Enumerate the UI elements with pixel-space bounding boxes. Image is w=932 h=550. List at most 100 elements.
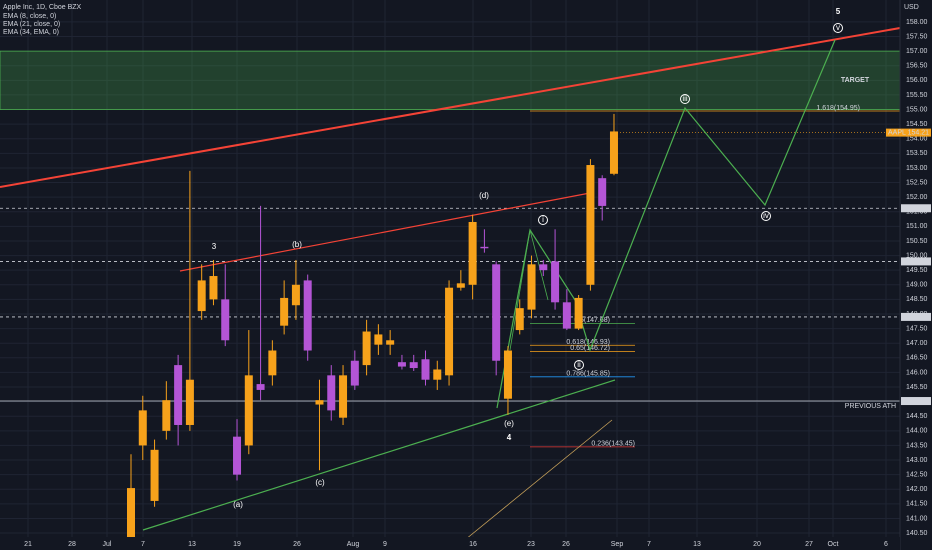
candle-body [492,264,501,361]
wave-label: i [542,215,544,224]
x-tick-label: Aug [347,541,360,548]
price-tag-label: 145.02 [903,398,925,405]
lower-trendline [142,379,616,531]
candle-body [315,400,324,405]
wave-label: 4 [507,433,512,442]
wave-label: iv [763,211,769,220]
candle-body [539,264,548,271]
candle-body [291,284,300,306]
candle-body [386,340,395,345]
y-tick-label: 145.50 [906,384,928,391]
price-tag [901,257,931,266]
y-tick-label: 150.00 [906,252,928,259]
candle-body [209,276,218,300]
x-tick-label: 26 [293,541,301,548]
candle-body [609,131,618,174]
wave-label: ii [577,360,581,369]
y-tick-label: 146.50 [906,355,928,362]
y-tick-label: 143.00 [906,457,928,464]
price-axis [900,0,932,550]
x-tick-label: 26 [562,541,570,548]
y-tick-label: 155.00 [906,106,928,113]
y-tick-label: 150.50 [906,238,928,245]
wave-label: (b) [292,240,302,249]
x-tick-label: 16 [469,541,477,548]
y-tick-label: 147.50 [906,325,928,332]
fib-label: 1.618(154.95) [816,105,860,112]
candle-body [221,299,230,341]
candle-body [574,297,583,329]
candle-body [350,360,359,386]
x-tick-label: 19 [233,541,241,548]
grid [0,0,900,537]
candle-body [162,400,171,431]
wave-circle [680,94,690,104]
y-tick-label: 144.50 [906,413,928,420]
x-tick-label: 23 [527,541,535,548]
candle-body [468,221,477,285]
y-tick-label: 154.50 [906,121,928,128]
candle-body [551,261,560,303]
wave-b-d-line [179,192,591,272]
y-tick-label: 152.00 [906,194,928,201]
price-tag [901,204,931,213]
candle-body [150,449,159,501]
y-tick-label: 149.00 [906,282,928,289]
y-tick-label: 148.50 [906,296,928,303]
currency: USD [904,4,919,11]
wave-label: 5 [836,7,841,16]
y-tick-label: 140.50 [906,530,928,537]
wave-label: (c) [315,478,325,487]
candle-body [598,178,607,206]
candle-body [303,280,312,351]
candle-body [280,297,289,326]
x-tick-label: 13 [188,541,196,548]
y-tick-label: 154.00 [906,136,928,143]
last-price-label: AAPL 154.21 [888,129,929,136]
candle-body [197,280,206,312]
candles [127,113,618,550]
candle-body [339,375,348,418]
chart-title: Apple Inc, 1D, Cboe BZX [3,4,82,11]
y-tick-label: 141.00 [906,515,928,522]
wave-circle [833,23,843,33]
x-tick-label: 20 [753,541,761,548]
candle-body [586,165,595,285]
x-tick-label: 21 [24,541,32,548]
y-tick-label: 151.00 [906,223,928,230]
candle-body [480,246,489,249]
candle-body [433,369,442,380]
wave-label: iii [682,94,688,103]
last-price-tag [886,128,931,137]
indicator: EMA (34, EMA, 0) [3,29,59,36]
x-tick-label: 7 [141,541,145,548]
y-tick-label: 156.50 [906,63,928,70]
wave-label: 3 [212,242,217,251]
candle-body [268,350,277,376]
candle-body [174,365,183,425]
y-tick-label: 157.00 [906,48,928,55]
wave-label: (d) [479,191,489,200]
y-tick-label: 152.50 [906,179,928,186]
y-tick-label: 142.00 [906,486,928,493]
candle-body [233,436,242,475]
x-tick-label: Oct [828,541,839,548]
x-tick-label: Jul [103,541,112,548]
wave-label: v [836,23,840,32]
wave-label: (a) [233,500,243,509]
price-line-note: PREVIOUS ATH [845,403,896,410]
upper-trendline [0,27,901,188]
y-tick-label: 141.50 [906,501,928,508]
y-tick-label: 147.00 [906,340,928,347]
wave-circle [538,215,548,225]
y-tick-label: 149.50 [906,267,928,274]
axes: 140.50 141.00 141.50 142.00 142.50 143.00 143.… [24,19,931,548]
y-tick-label: 158.00 [906,19,928,26]
wave-circle [761,211,771,221]
x-tick-label: 6 [884,541,888,548]
price-tag-label: 151.62 [903,205,925,212]
parallel-line [454,419,613,549]
candle-body [409,362,418,369]
y-tick-label: 157.50 [906,33,928,40]
y-tick-label: 144.00 [906,428,928,435]
